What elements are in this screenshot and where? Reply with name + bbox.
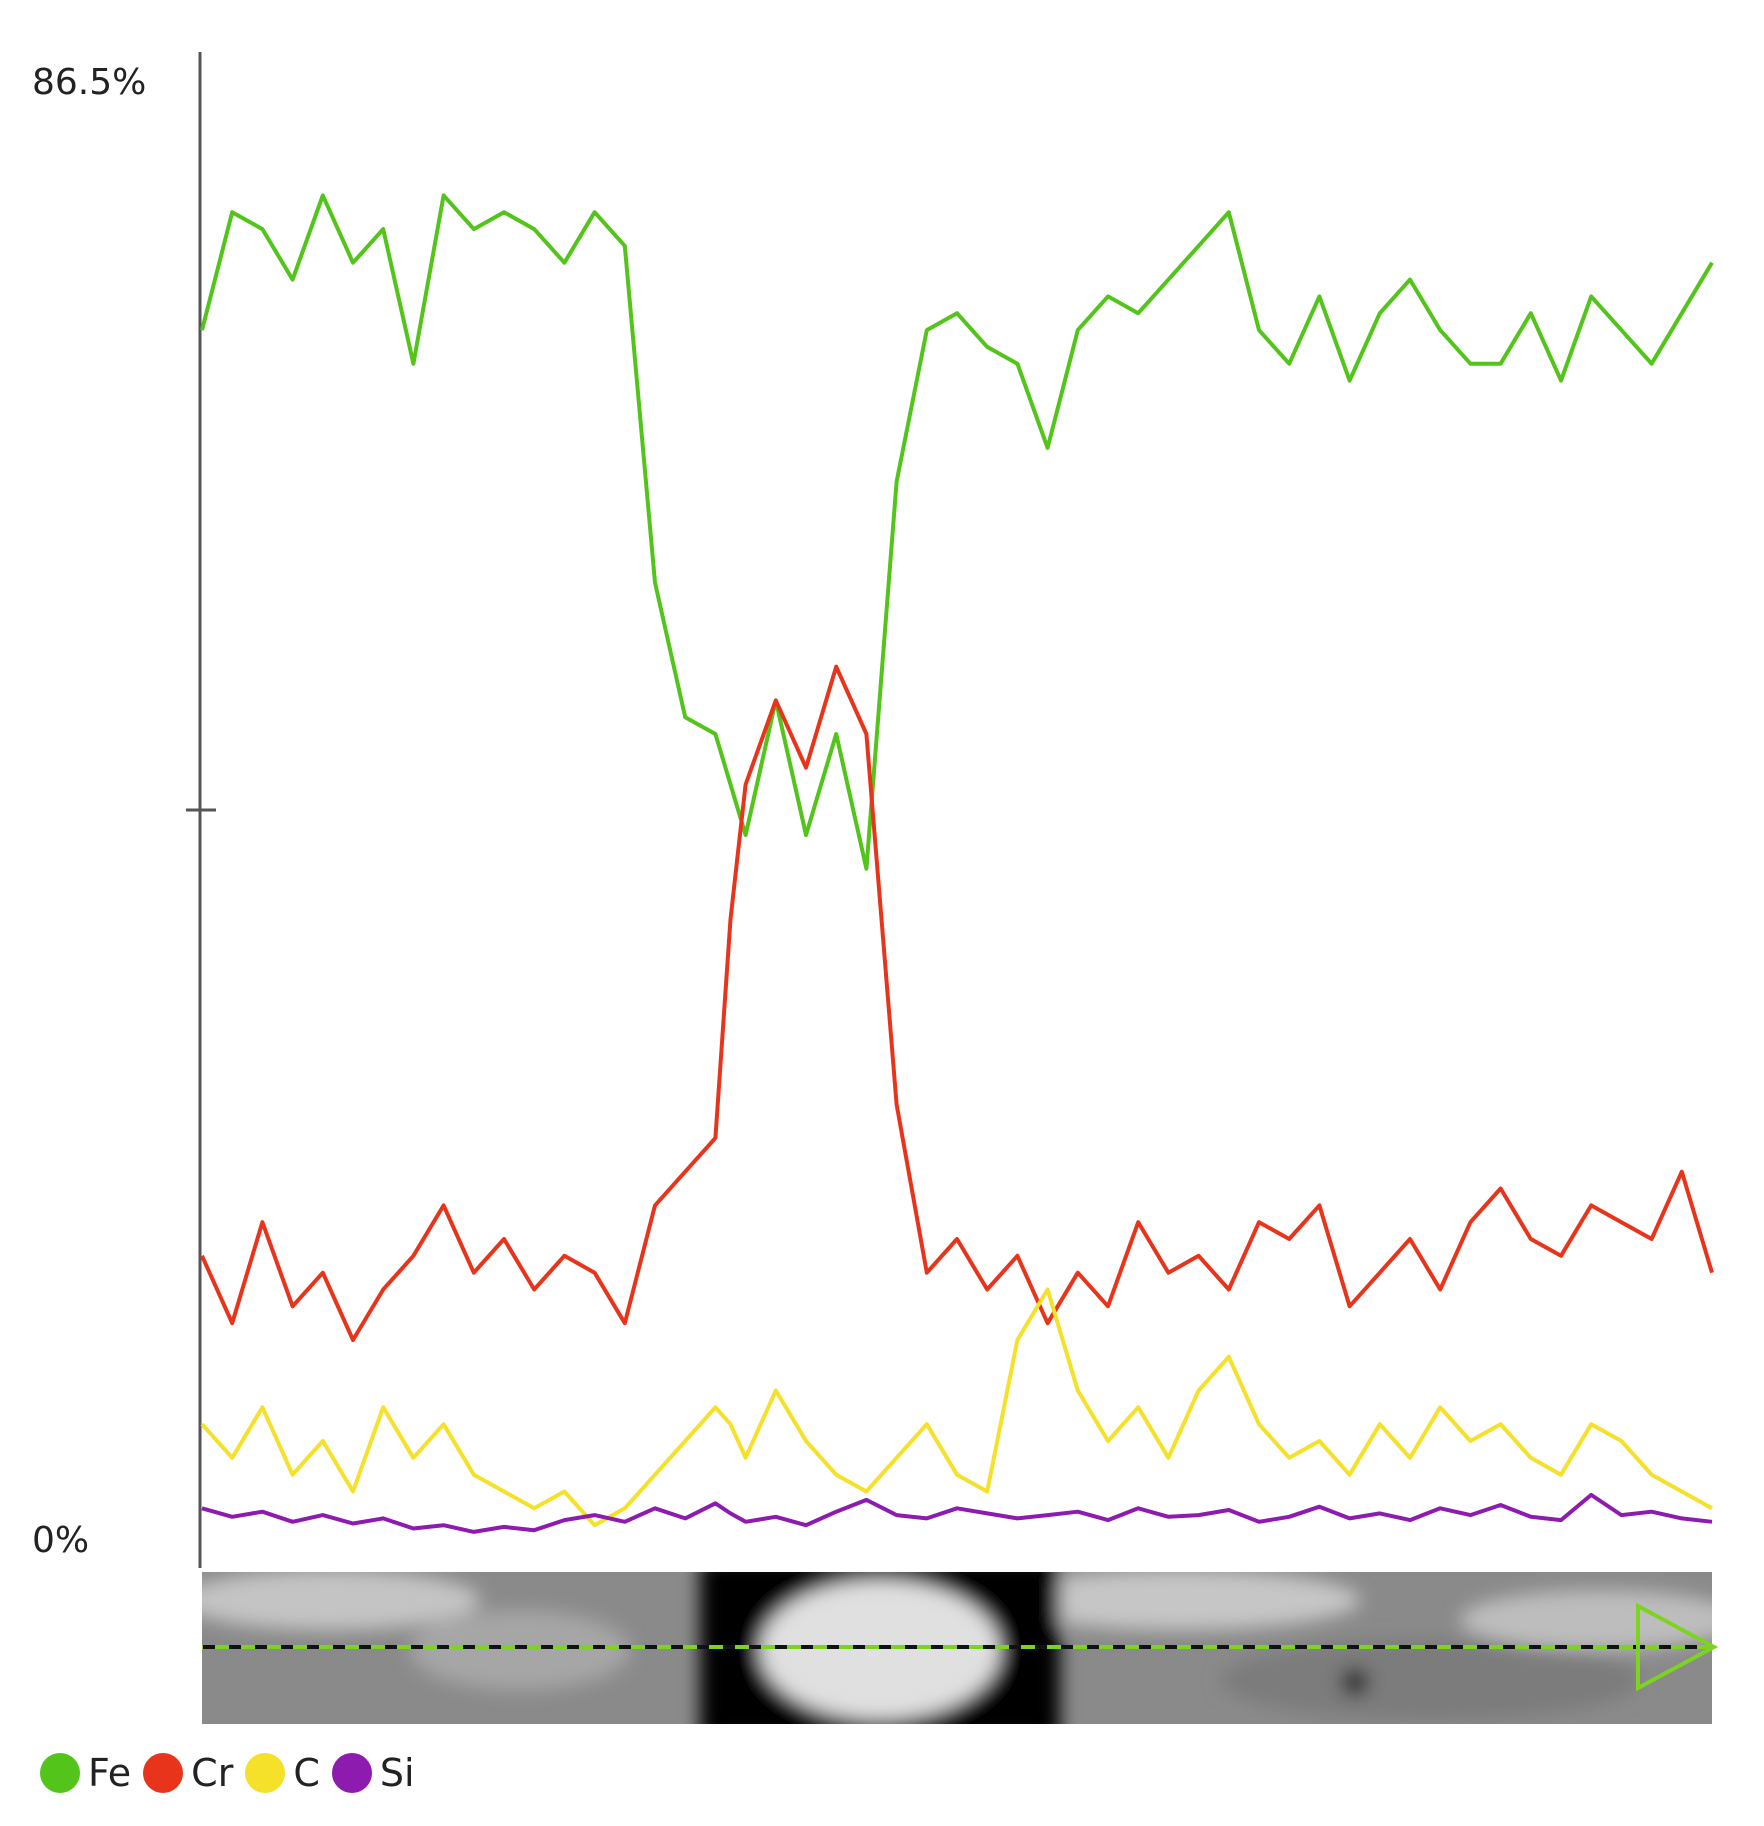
series-line-cr [200,664,1714,1342]
series-line-si [201,1492,1713,1534]
y-axis-min-label: 0% [32,1520,90,1561]
legend-item-cr: Cr [143,1751,233,1795]
series-layer [200,193,1714,1534]
legend-label-fe: Fe [88,1751,132,1795]
legend-swatch-si [331,1753,372,1793]
legend-item-fe: Fe [40,1751,131,1795]
profile-direction-arrow-icon [1636,1602,1719,1692]
legend-swatch-fe [40,1753,80,1793]
series-line-fe [200,193,1714,871]
series-line-c [200,1287,1713,1528]
line-profile-image-strip [202,1572,1712,1724]
legend: Fe Cr C Si [40,1748,427,1798]
legend-item-si: Si [331,1751,415,1795]
legend-label-c: C [293,1751,320,1795]
legend-swatch-c [245,1753,286,1793]
legend-label-cr: Cr [191,1751,234,1795]
legend-item-c: C [245,1751,320,1795]
y-axis-max-label: 86.5% [32,62,147,103]
legend-label-si: Si [379,1751,415,1795]
legend-swatch-cr [143,1753,184,1793]
